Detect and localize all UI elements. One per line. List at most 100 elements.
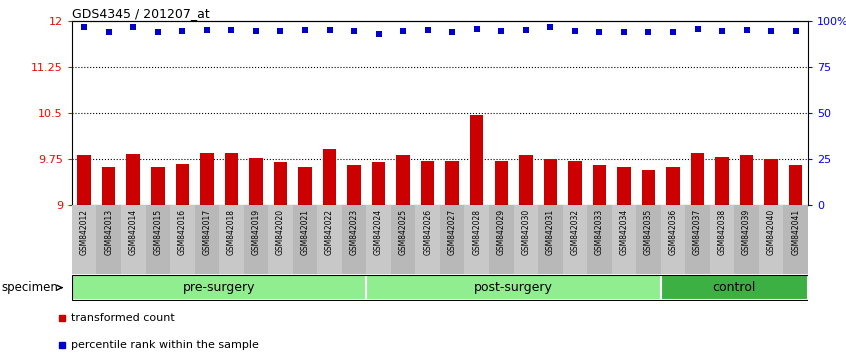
- Bar: [569, 161, 581, 205]
- Bar: [78, 155, 91, 205]
- Point: [126, 24, 140, 30]
- Bar: [710, 205, 734, 274]
- Text: GSM842037: GSM842037: [693, 209, 702, 255]
- Text: percentile rank within the sample: percentile rank within the sample: [71, 341, 259, 350]
- Bar: [544, 159, 557, 205]
- Point: [519, 28, 532, 33]
- Point: [494, 28, 508, 34]
- Point: [396, 28, 409, 34]
- Bar: [72, 205, 96, 274]
- Point: [641, 29, 655, 35]
- Text: GSM842038: GSM842038: [717, 209, 727, 255]
- Bar: [219, 205, 244, 274]
- Point: [617, 29, 630, 35]
- Text: GSM842023: GSM842023: [349, 209, 359, 255]
- Point: [175, 28, 189, 34]
- Bar: [195, 205, 219, 274]
- Point: [715, 28, 728, 34]
- Text: GSM842027: GSM842027: [448, 209, 457, 255]
- Text: control: control: [712, 281, 756, 294]
- Bar: [642, 170, 655, 205]
- Bar: [495, 161, 508, 205]
- Bar: [391, 205, 415, 274]
- Text: GSM842030: GSM842030: [521, 209, 530, 255]
- Bar: [293, 205, 317, 274]
- Point: [200, 28, 213, 33]
- Text: GSM842016: GSM842016: [178, 209, 187, 255]
- Bar: [593, 165, 606, 205]
- Bar: [102, 167, 115, 205]
- Bar: [348, 165, 360, 205]
- Point: [739, 28, 753, 33]
- Text: GSM842033: GSM842033: [595, 209, 604, 255]
- Text: GSM842031: GSM842031: [546, 209, 555, 255]
- Point: [420, 28, 434, 33]
- Text: GSM842028: GSM842028: [472, 209, 481, 255]
- Point: [690, 27, 704, 32]
- Bar: [397, 155, 409, 205]
- Bar: [618, 167, 630, 205]
- Bar: [244, 205, 268, 274]
- Point: [273, 28, 287, 34]
- Bar: [317, 205, 342, 274]
- Point: [249, 28, 262, 34]
- Bar: [151, 167, 164, 205]
- Point: [666, 29, 679, 35]
- Text: GSM842022: GSM842022: [325, 209, 334, 255]
- Text: GSM842018: GSM842018: [227, 209, 236, 255]
- Bar: [415, 205, 440, 274]
- Bar: [170, 205, 195, 274]
- Text: GSM842029: GSM842029: [497, 209, 506, 255]
- Text: specimen: specimen: [2, 281, 62, 294]
- Point: [151, 29, 164, 35]
- Point: [470, 27, 483, 32]
- Text: GSM842021: GSM842021: [300, 209, 310, 255]
- Point: [347, 28, 360, 34]
- Text: GSM842012: GSM842012: [80, 209, 89, 255]
- Text: GSM842039: GSM842039: [742, 209, 751, 255]
- Text: GSM842036: GSM842036: [668, 209, 678, 255]
- Bar: [789, 165, 802, 205]
- Text: GSM842015: GSM842015: [153, 209, 162, 255]
- Bar: [667, 167, 679, 205]
- Point: [102, 29, 115, 35]
- Bar: [661, 205, 685, 274]
- Bar: [299, 167, 311, 205]
- Bar: [250, 158, 262, 205]
- Bar: [519, 155, 532, 205]
- Bar: [127, 154, 140, 205]
- Text: GSM842034: GSM842034: [619, 209, 629, 255]
- Bar: [661, 275, 808, 300]
- Text: GSM842019: GSM842019: [251, 209, 261, 255]
- Text: GSM842017: GSM842017: [202, 209, 212, 255]
- Bar: [716, 158, 728, 205]
- Bar: [587, 205, 612, 274]
- Text: GSM842020: GSM842020: [276, 209, 285, 255]
- Text: GSM842040: GSM842040: [766, 209, 776, 255]
- Bar: [514, 205, 538, 274]
- Bar: [636, 205, 661, 274]
- Bar: [342, 205, 366, 274]
- Point: [77, 24, 91, 30]
- Bar: [323, 149, 336, 205]
- Bar: [759, 205, 783, 274]
- Text: GSM842035: GSM842035: [644, 209, 653, 255]
- Bar: [121, 205, 146, 274]
- Bar: [691, 153, 704, 205]
- Point: [322, 28, 336, 33]
- Text: GDS4345 / 201207_at: GDS4345 / 201207_at: [72, 7, 210, 20]
- Text: GSM842013: GSM842013: [104, 209, 113, 255]
- Bar: [366, 205, 391, 274]
- Point: [592, 29, 606, 35]
- Text: GSM842014: GSM842014: [129, 209, 138, 255]
- Point: [764, 28, 777, 34]
- Text: post-surgery: post-surgery: [474, 281, 553, 294]
- Text: GSM842026: GSM842026: [423, 209, 432, 255]
- Bar: [201, 153, 213, 205]
- Point: [224, 28, 238, 33]
- Bar: [734, 205, 759, 274]
- Bar: [740, 155, 753, 205]
- Bar: [685, 205, 710, 274]
- Point: [788, 28, 802, 34]
- Bar: [72, 275, 366, 300]
